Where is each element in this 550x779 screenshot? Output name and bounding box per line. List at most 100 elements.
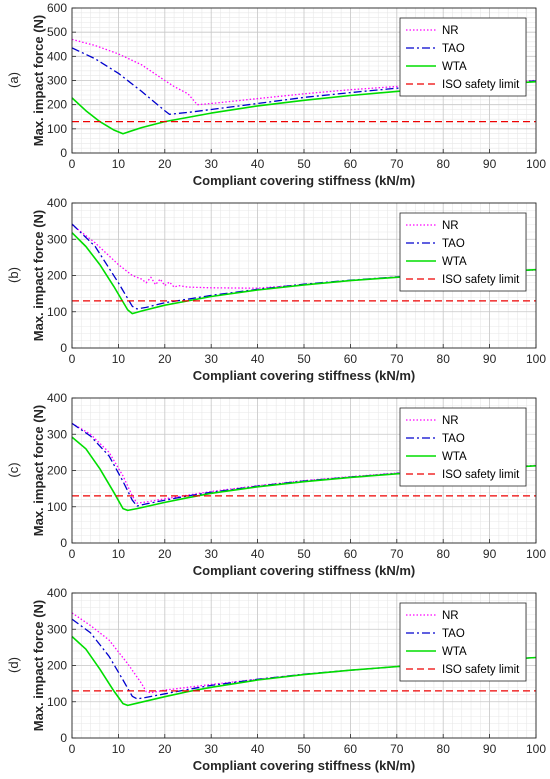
y-axis-label: Max. impact force (N) bbox=[31, 15, 46, 146]
x-tick-label: 30 bbox=[205, 352, 219, 366]
legend: NR TAO WTA ISO safety limit bbox=[399, 407, 527, 487]
legend-entry: WTA bbox=[442, 451, 467, 463]
x-axis-label: Compliant covering stiffness (kN/m) bbox=[193, 368, 415, 383]
series-line-tao bbox=[71, 47, 537, 115]
y-tick-label: 0 bbox=[60, 146, 67, 160]
legend-box bbox=[399, 602, 527, 682]
x-tick-label: 40 bbox=[251, 352, 265, 366]
x-tick-label: 80 bbox=[437, 547, 451, 561]
x-tick-label: 80 bbox=[437, 157, 451, 171]
x-tick-label: 20 bbox=[158, 352, 172, 366]
y-tick-label: 300 bbox=[47, 232, 67, 246]
x-tick-label: 80 bbox=[437, 352, 451, 366]
legend-entry: WTA bbox=[442, 256, 467, 268]
legend: NR TAO WTA ISO safety limit bbox=[399, 602, 527, 682]
legend-entry: WTA bbox=[442, 61, 467, 73]
y-axis-label: Max. impact force (N) bbox=[31, 405, 46, 536]
y-tick-label: 200 bbox=[47, 269, 67, 283]
x-tick-label: 20 bbox=[158, 157, 172, 171]
y-tick-label: 0 bbox=[60, 341, 67, 355]
x-tick-label: 0 bbox=[69, 547, 76, 561]
x-tick-label: 70 bbox=[390, 742, 404, 756]
x-tick-label: 90 bbox=[483, 742, 497, 756]
x-tick-label: 30 bbox=[205, 157, 219, 171]
x-tick-label: 40 bbox=[251, 547, 265, 561]
x-tick-label: 50 bbox=[297, 547, 311, 561]
y-tick-label: 100 bbox=[47, 500, 67, 514]
x-tick-label: 30 bbox=[205, 547, 219, 561]
x-tick-label: 60 bbox=[344, 157, 358, 171]
panel-label: (c) bbox=[6, 462, 21, 477]
x-tick-label: 10 bbox=[112, 157, 126, 171]
y-tick-label: 400 bbox=[47, 196, 67, 210]
chart-panel-1: 0 10 20 30 40 50 60 70 80 90 100 0 100 200 300 400 500 60… bbox=[6, 1, 546, 188]
x-tick-label: 0 bbox=[69, 742, 76, 756]
legend: NR TAO WTA ISO safety limit bbox=[399, 17, 527, 97]
series-line-tao bbox=[71, 223, 537, 310]
legend-box bbox=[399, 17, 527, 97]
legend-entry: NR bbox=[442, 220, 459, 232]
x-tick-label: 20 bbox=[158, 547, 172, 561]
x-tick-label: 100 bbox=[526, 157, 546, 171]
x-tick-label: 90 bbox=[483, 352, 497, 366]
x-tick-label: 50 bbox=[297, 157, 311, 171]
x-tick-label: 70 bbox=[390, 547, 404, 561]
legend-entry: ISO safety limit bbox=[442, 469, 520, 481]
y-tick-label: 500 bbox=[47, 25, 67, 39]
y-tick-label: 200 bbox=[47, 659, 67, 673]
x-tick-label: 40 bbox=[251, 742, 265, 756]
x-tick-label: 60 bbox=[344, 742, 358, 756]
y-tick-label: 300 bbox=[47, 622, 67, 636]
legend-entry: NR bbox=[442, 415, 459, 427]
y-axis-label: Max. impact force (N) bbox=[31, 210, 46, 341]
x-tick-label: 50 bbox=[297, 742, 311, 756]
y-tick-label: 200 bbox=[47, 98, 67, 112]
y-tick-label: 300 bbox=[47, 74, 67, 88]
legend-entry: ISO safety limit bbox=[442, 274, 520, 286]
y-tick-label: 100 bbox=[47, 305, 67, 319]
legend-entry: WTA bbox=[442, 646, 467, 658]
x-tick-label: 70 bbox=[390, 157, 404, 171]
legend-entry: ISO safety limit bbox=[442, 664, 520, 676]
x-axis-label: Compliant covering stiffness (kN/m) bbox=[193, 758, 415, 773]
x-tick-label: 60 bbox=[344, 547, 358, 561]
y-tick-label: 400 bbox=[47, 586, 67, 600]
legend-entry: TAO bbox=[442, 433, 465, 445]
legend-box bbox=[399, 212, 527, 292]
x-tick-label: 100 bbox=[526, 742, 546, 756]
x-tick-label: 100 bbox=[526, 547, 546, 561]
x-tick-label: 90 bbox=[483, 547, 497, 561]
legend-entry: TAO bbox=[442, 628, 465, 640]
y-tick-label: 200 bbox=[47, 464, 67, 478]
legend-entry: TAO bbox=[442, 238, 465, 250]
chart-panel-3: 0 10 20 30 40 50 60 70 80 90 100 0 100 200 300 400 Compl… bbox=[6, 391, 546, 578]
y-tick-label: 0 bbox=[60, 536, 67, 550]
x-tick-label: 80 bbox=[437, 742, 451, 756]
x-tick-label: 50 bbox=[297, 352, 311, 366]
x-tick-label: 0 bbox=[69, 157, 76, 171]
x-axis-label: Compliant covering stiffness (kN/m) bbox=[193, 563, 415, 578]
x-axis-label: Compliant covering stiffness (kN/m) bbox=[193, 173, 415, 188]
chart-panel-4: 0 10 20 30 40 50 60 70 80 90 100 0 100 200 300 400 Compl… bbox=[6, 586, 546, 773]
legend-entry: ISO safety limit bbox=[442, 79, 520, 91]
x-tick-label: 10 bbox=[112, 547, 126, 561]
y-axis-label: Max. impact force (N) bbox=[31, 600, 46, 731]
y-tick-label: 300 bbox=[47, 427, 67, 441]
y-tick-label: 100 bbox=[47, 122, 67, 136]
x-tick-label: 90 bbox=[483, 157, 497, 171]
x-tick-label: 60 bbox=[344, 352, 358, 366]
y-tick-label: 400 bbox=[47, 49, 67, 63]
y-tick-label: 0 bbox=[60, 731, 67, 745]
x-tick-label: 20 bbox=[158, 742, 172, 756]
legend-box bbox=[399, 407, 527, 487]
series-line-nr bbox=[71, 612, 537, 694]
legend-entry: NR bbox=[442, 25, 459, 37]
legend-entry: TAO bbox=[442, 43, 465, 55]
chart-panel-2: 0 10 20 30 40 50 60 70 80 90 100 0 100 200 300 400 Compl… bbox=[6, 196, 546, 383]
panel-label: (a) bbox=[6, 72, 21, 88]
panel-label: (b) bbox=[6, 267, 21, 283]
legend: NR TAO WTA ISO safety limit bbox=[399, 212, 527, 292]
y-tick-label: 600 bbox=[47, 1, 67, 15]
x-tick-label: 10 bbox=[112, 742, 126, 756]
